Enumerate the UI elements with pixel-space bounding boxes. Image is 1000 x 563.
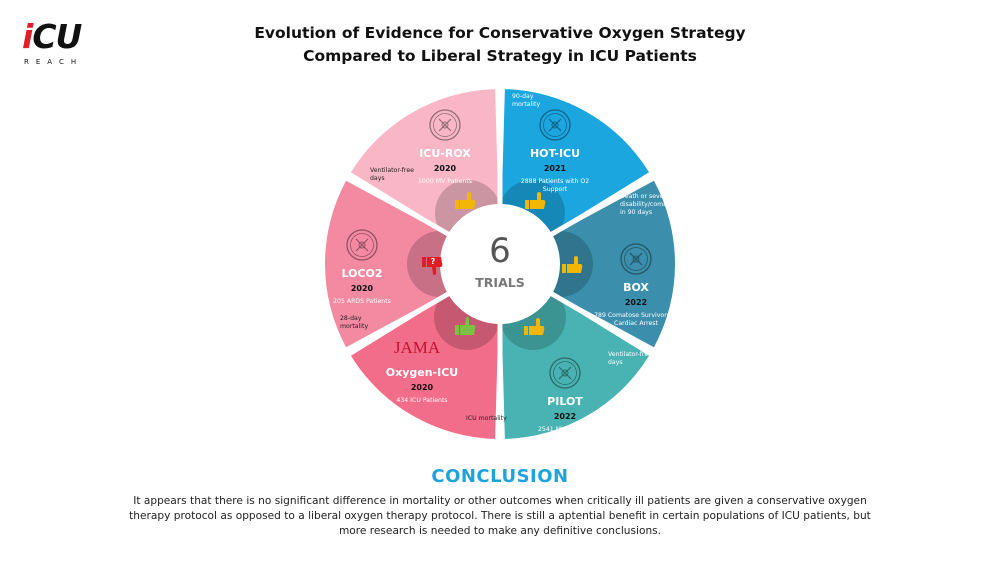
trials-label: TRIALS [475, 275, 524, 290]
trial-name: PILOT [547, 395, 583, 408]
trial-name: Oxygen-ICU [386, 366, 458, 379]
trial-patients: 1000 MV Patients [418, 178, 472, 185]
title-line-1: Evolution of Evidence for Conservative O… [254, 24, 746, 42]
title-line-2: Compared to Liberal Strategy in ICU Pati… [303, 47, 697, 65]
trial-patients: 205 ARDS Patients [333, 298, 391, 305]
center-circle [440, 204, 560, 324]
trial-patients: 2888 Patients with O2 Support [521, 178, 589, 193]
thumbs-down-question-icon: ? [422, 257, 443, 275]
thumbs-side-icon [455, 192, 476, 209]
trial-year: 2022 [554, 412, 576, 421]
trial-patients: 434 ICU Patients [396, 397, 447, 404]
trial-name: HOT-ICU [530, 147, 580, 160]
logo-cu: CU [32, 17, 82, 56]
trial-card-pilot: PILOT 2022 2541 MV Patients Ventilator-free… [524, 318, 652, 433]
trial-outcome: ICU mortality [466, 415, 507, 422]
trial-outcome: 28-day mortality [340, 315, 368, 330]
trial-name: ICU-ROX [419, 147, 471, 160]
logo-wordmark: iCU [22, 17, 82, 56]
trial-card-loco2: LOCO2 2020 205 ARDS Patients 28-day mortalit… [333, 229, 443, 330]
conclusion-text: It appears that there is no significant … [129, 495, 871, 537]
svg-text:?: ? [431, 257, 436, 266]
journal-seal-icon [346, 229, 378, 261]
trial-labels: ICU-ROX 2020 1000 MV Patients Ventilator-fr… [333, 93, 679, 433]
thumbs-side-icon [525, 192, 546, 209]
trial-year: 2020 [351, 284, 374, 293]
trial-outcome: Ventilator-free days [370, 167, 414, 182]
trial-card-icu-rox: ICU-ROX 2020 1000 MV Patients Ventilator-fr… [370, 109, 476, 209]
journal-seal-icon [539, 109, 571, 141]
page-title: Evolution of Evidence for Conservative O… [150, 22, 850, 68]
trial-outcome: Ventilator-free days [608, 351, 652, 366]
trial-name: LOCO2 [341, 267, 382, 280]
logo-subtitle: REACH [24, 58, 84, 66]
trial-outcome: Death or severe disability/coma in 90 days [620, 193, 670, 216]
journal-seal-icon [549, 357, 581, 389]
conclusion-heading: CONCLUSION [431, 466, 569, 487]
trial-patients: 2541 MV Patients [538, 426, 592, 433]
trial-year: 2022 [625, 298, 647, 307]
trial-card-hot-icu: HOT-ICU 2021 2888 Patients with O2 Support 9… [512, 93, 589, 209]
trial-patients: 789 Comatose Survivors of Cardiac Arrest [594, 312, 679, 327]
trial-year: 2021 [544, 164, 567, 173]
trial-segment-loco2 [325, 180, 449, 348]
trial-count: 6 [489, 231, 511, 271]
trial-name: BOX [623, 281, 649, 294]
trial-card-oxygen-icu: JAMA Oxygen-ICU 2020 434 ICU Patients ICU mo… [386, 317, 507, 422]
center-hub: 6 TRIALS [440, 204, 560, 324]
thumbs-side-icon [524, 318, 545, 335]
logo-i: i [22, 17, 33, 56]
trial-outcome: 90-day mortality [512, 93, 540, 108]
icu-reach-logo: iCU REACH [22, 18, 88, 70]
trial-segment-box [551, 180, 675, 348]
publisher-logo: JAMA [394, 338, 441, 357]
journal-seal-icon [620, 243, 652, 275]
thumbs-side-icon [562, 256, 583, 273]
journal-seal-icon [429, 109, 461, 141]
trial-year: 2020 [411, 383, 434, 392]
trial-year: 2020 [434, 164, 457, 173]
thumbs-up-icon [455, 317, 476, 335]
trial-card-box: BOX 2022 789 Comatose Survivors of Cardiac … [562, 193, 679, 327]
